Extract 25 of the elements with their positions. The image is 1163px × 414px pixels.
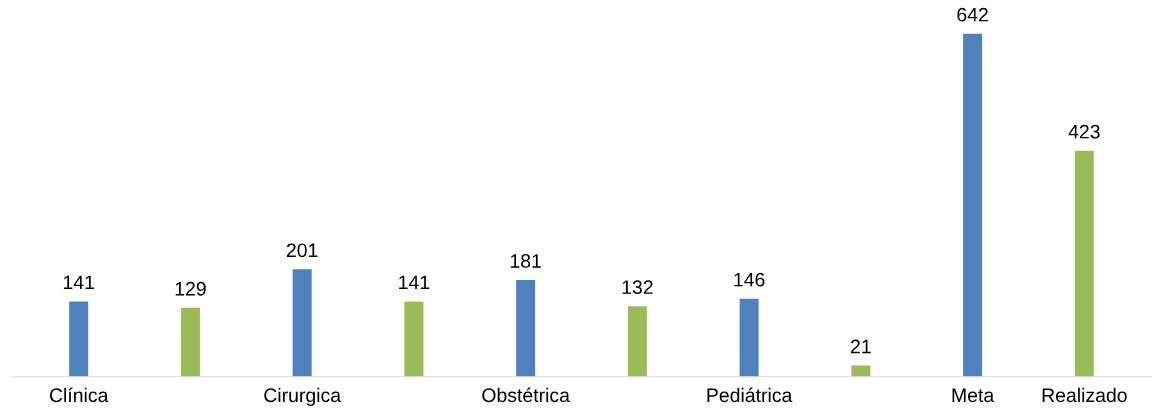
- x-tick-label: Clínica: [49, 387, 109, 403]
- data-label: 423: [1068, 124, 1100, 139]
- x-tick-label: Obstétrica: [482, 387, 570, 403]
- data-label: 141: [399, 275, 430, 290]
- bar: [516, 280, 536, 377]
- bar: [404, 301, 424, 377]
- x-tick-label: Pediátrica: [707, 387, 793, 403]
- data-label: 201: [286, 243, 318, 258]
- x-tick-label: Cirurgica: [264, 387, 342, 406]
- bar: [180, 307, 200, 377]
- data-label: 132: [622, 280, 653, 295]
- bar: [963, 33, 983, 377]
- data-label: 21: [851, 339, 871, 354]
- data-label: 642: [957, 7, 988, 22]
- bar: [739, 298, 759, 377]
- data-label: 146: [734, 272, 765, 287]
- bar: [627, 306, 647, 377]
- bar: [292, 269, 312, 377]
- bar: [69, 301, 89, 377]
- data-label: 129: [175, 281, 206, 296]
- x-tick-label: Realizado: [1042, 387, 1127, 403]
- data-label: 181: [510, 254, 541, 268]
- data-label: 141: [63, 275, 94, 290]
- x-tick-label: Meta: [952, 388, 995, 403]
- bar: [1074, 150, 1094, 377]
